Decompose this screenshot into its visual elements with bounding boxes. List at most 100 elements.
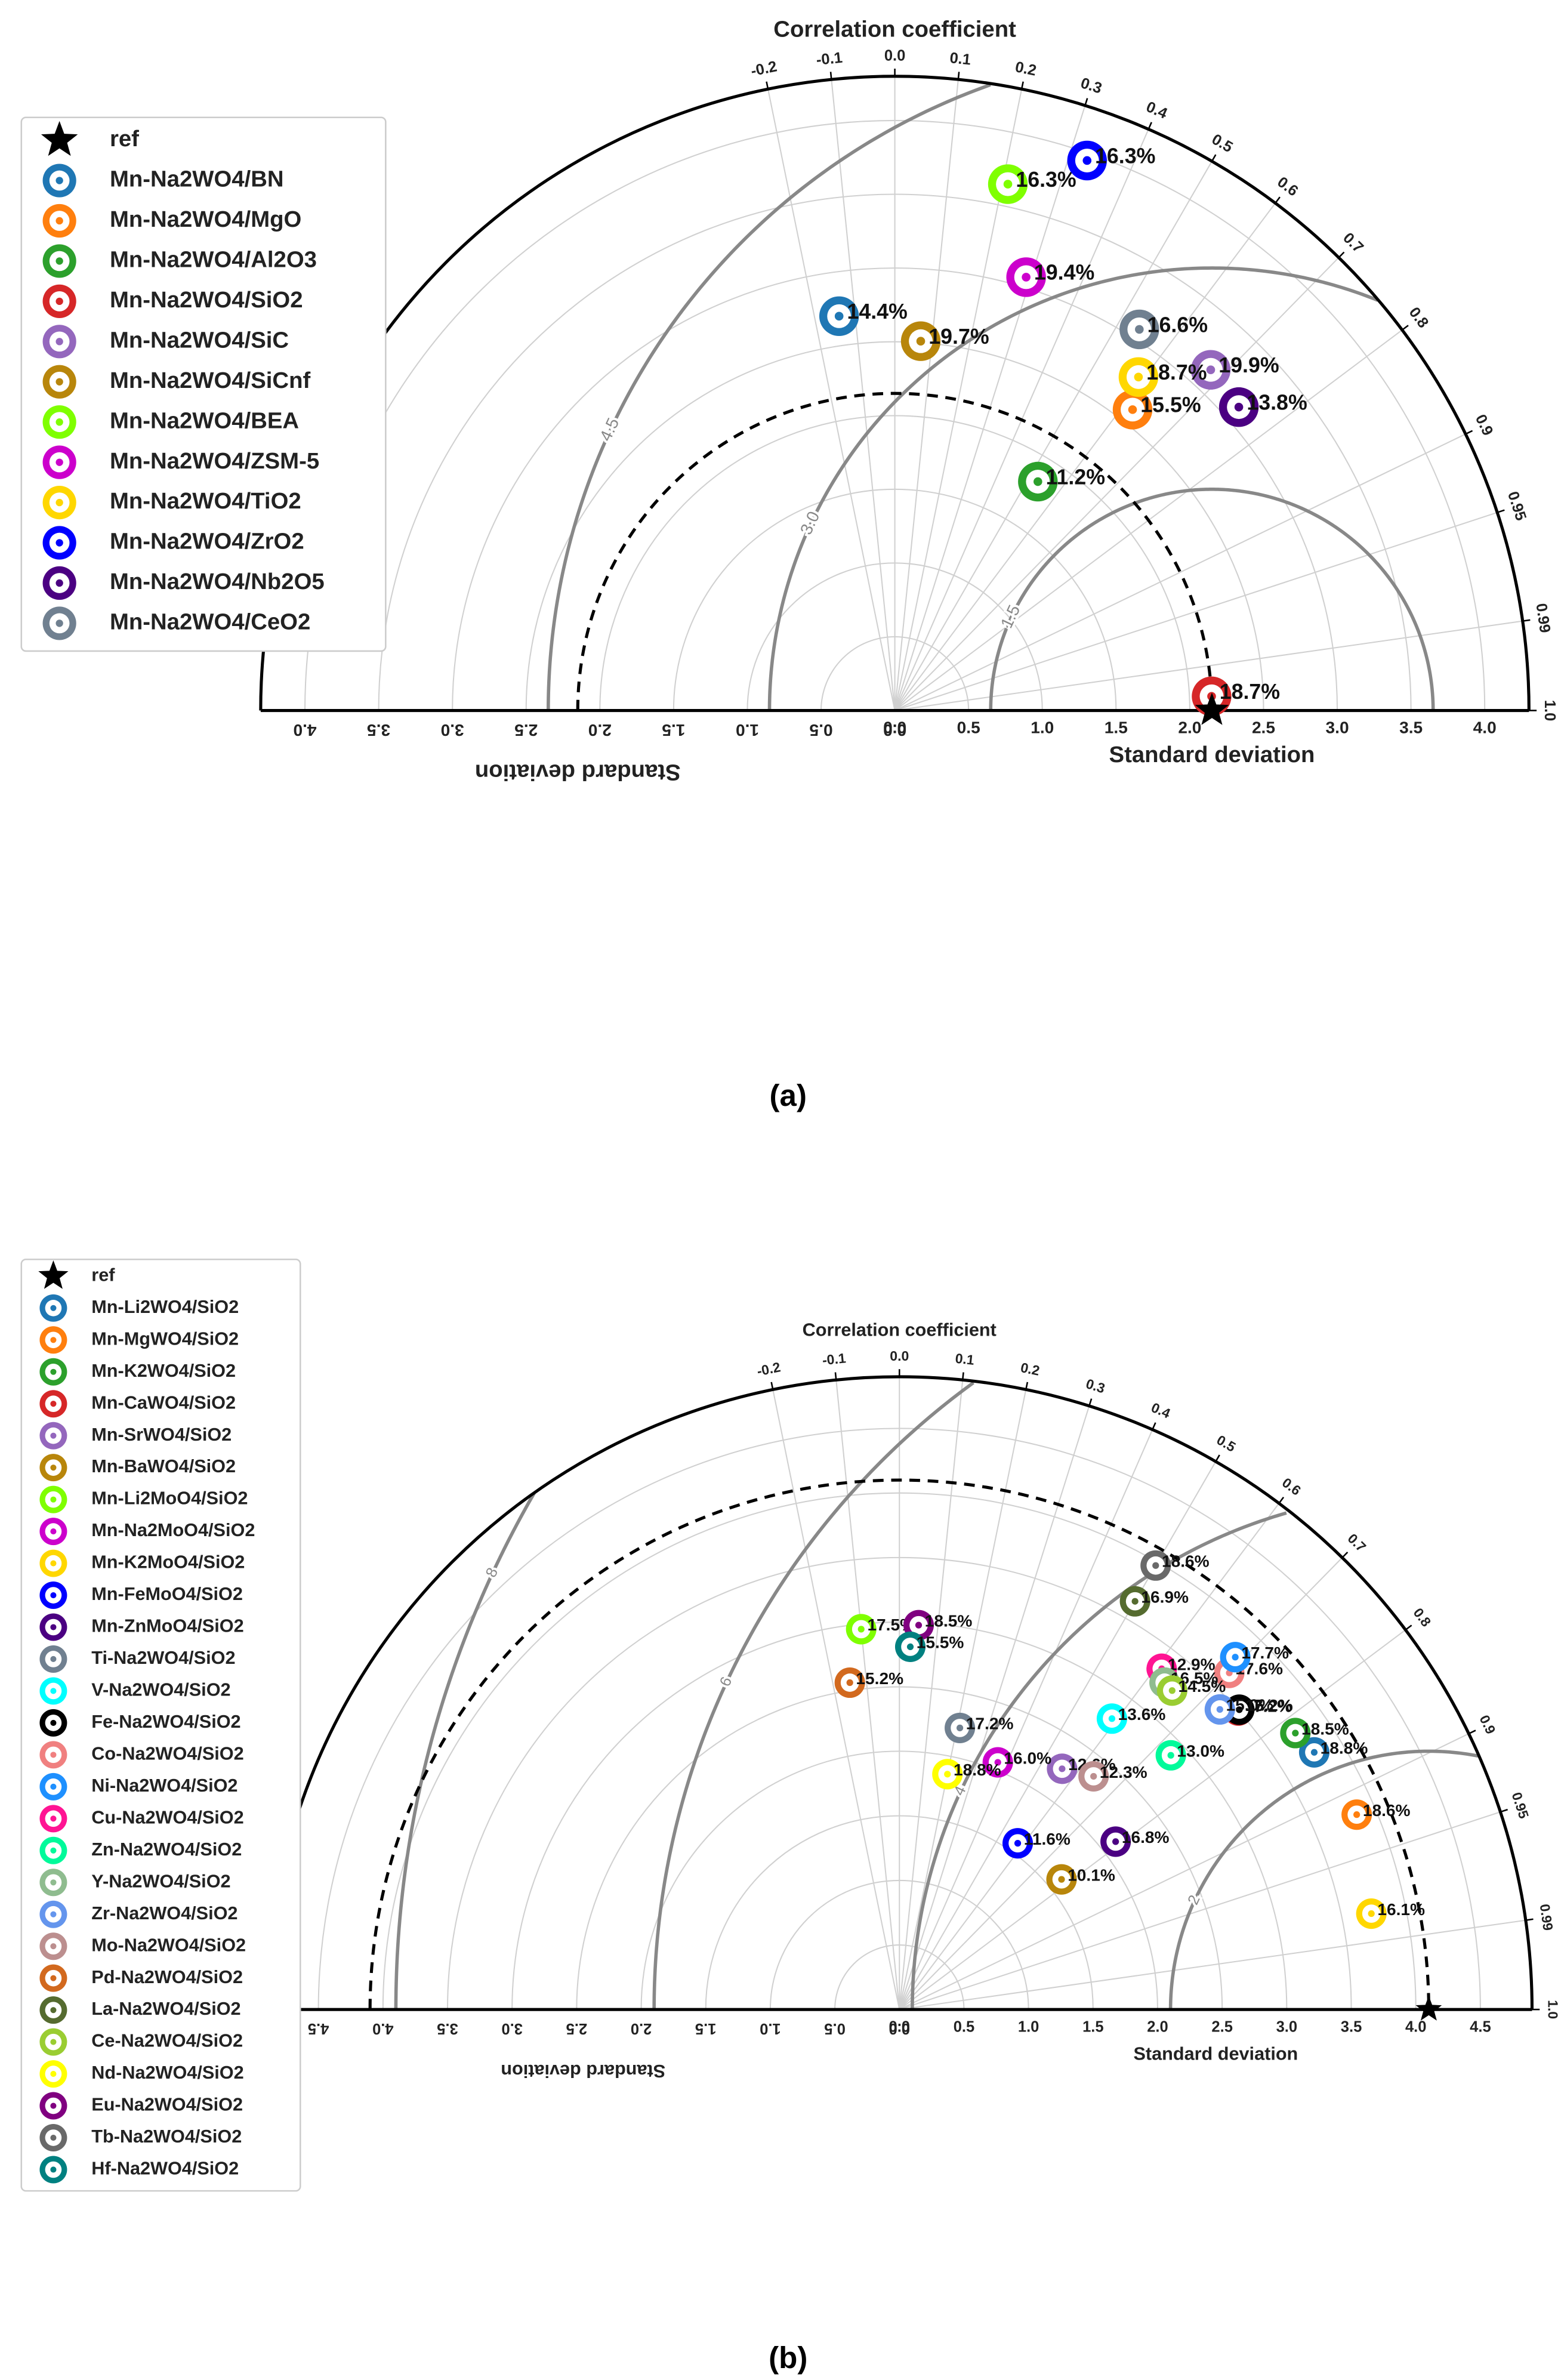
legend-marker (39, 1518, 67, 1546)
legend-marker (39, 1772, 67, 1801)
data-label: 19.4% (1034, 261, 1094, 285)
marker-dot (50, 1305, 57, 1311)
data-point (1112, 390, 1153, 430)
corr-tick-label: 1.0 (1545, 2000, 1561, 2019)
marker-dot (857, 1626, 865, 1633)
legend-marker (39, 1613, 67, 1641)
legend-star (38, 1260, 69, 1289)
legend-label: Ti-Na2WO4/SiO2 (91, 1648, 235, 1668)
marker-dot (50, 1783, 57, 1790)
legend-label: Mn-Na2WO4/SiO2 (110, 287, 303, 313)
rms-contour (394, 1492, 536, 2010)
ref-marker (1195, 692, 1229, 725)
legend-marker (42, 204, 76, 238)
corr-tick-label: 0.99 (1537, 1903, 1556, 1932)
marker-dot (1003, 180, 1013, 189)
legend-label: Mn-ZnMoO4/SiO2 (91, 1616, 243, 1636)
legend-label: Eu-Na2WO4/SiO2 (91, 2095, 243, 2115)
corr-grid-line (899, 1557, 1343, 2010)
std-tick-label: 1.0 (1018, 2019, 1039, 2036)
data-point (1204, 1694, 1235, 1725)
legend-label: Mo-Na2WO4/SiO2 (91, 1935, 246, 1955)
rms-contour (652, 1381, 974, 2010)
corr-tick-label: -0.2 (755, 1359, 782, 1379)
corr-tick-label: 0.3 (1084, 1376, 1107, 1396)
legend-label: Mn-SrWO4/SiO2 (91, 1425, 232, 1445)
corr-tick-label: 0.2 (1019, 1359, 1041, 1379)
corr-tick-label: 0.3 (1079, 75, 1104, 97)
std-tick-label: 3.0 (1276, 2019, 1298, 2036)
legend-marker (39, 2092, 67, 2120)
marker-dot (956, 1724, 964, 1732)
legend-marker (39, 2124, 67, 2152)
corr-grid-line (899, 1919, 1526, 2011)
legend-label: Y-Na2WO4/SiO2 (91, 1871, 230, 1891)
legend-label: Mn-K2MoO4/SiO2 (91, 1552, 245, 1573)
data-label: 13.6% (1118, 1705, 1166, 1724)
chart-title: Correlation coefficient (773, 16, 1016, 42)
rms-contour (546, 83, 991, 711)
marker-dot (1082, 156, 1092, 165)
data-label: 16.9% (1141, 1588, 1189, 1607)
corr-tick-label: 0.95 (1504, 489, 1529, 523)
std-tick-label: 1.5 (1105, 719, 1128, 737)
data-point (988, 164, 1028, 204)
data-label: 16.0% (1004, 1749, 1051, 1767)
marker-dot (906, 1643, 914, 1651)
legend-marker (39, 1932, 67, 1960)
data-label: 18.7% (1146, 360, 1207, 384)
marker-dot (1131, 1598, 1139, 1605)
legend-label: Tb-Na2WO4/SiO2 (91, 2126, 242, 2147)
std-tick-label-mirrored: 2.0 (588, 721, 612, 739)
legend-marker (39, 1964, 67, 1992)
data-label: 16.3% (1016, 168, 1076, 192)
data-label: 18.8% (954, 1761, 1001, 1779)
legend-label: Ce-Na2WO4/SiO2 (91, 2031, 243, 2051)
marker-dot (1216, 1706, 1223, 1713)
data-label: 17.7% (1241, 1644, 1289, 1662)
legend-marker (39, 1677, 67, 1705)
legend-label: Mn-Na2WO4/CeO2 (110, 609, 310, 635)
std-tick-label-mirrored: 4.5 (308, 2020, 329, 2037)
data-point (1002, 1828, 1034, 1859)
data-point (1298, 1737, 1329, 1768)
data-point (982, 1747, 1013, 1778)
x-axis-label: Standard deviation (1133, 2044, 1298, 2064)
marker-dot (50, 1719, 57, 1726)
marker-dot (50, 1975, 57, 1981)
data-point (1218, 387, 1259, 427)
data-point (1156, 1675, 1187, 1706)
data-point (1220, 1642, 1251, 1673)
marker-dot (50, 1432, 57, 1439)
legend-label: Ni-Na2WO4/SiO2 (91, 1775, 237, 1796)
legend-label: Co-Na2WO4/SiO2 (91, 1743, 243, 1764)
data-label: 16.8% (1122, 1828, 1170, 1846)
legend-marker (39, 1836, 67, 1864)
std-tick-label: 1.0 (1031, 719, 1054, 737)
marker-dot (50, 1752, 57, 1758)
marker-dot (50, 1943, 57, 1950)
marker-dot (1022, 273, 1031, 282)
data-label: 18.5% (925, 1611, 973, 1630)
marker-dot (50, 1592, 57, 1599)
marker-dot (944, 1771, 951, 1778)
corr-tick-label: 0.1 (949, 50, 971, 68)
std-tick-label: 3.5 (1399, 719, 1423, 737)
corr-tick-label: 0.4 (1149, 1399, 1173, 1422)
data-label: 19.9% (1218, 353, 1279, 377)
corr-tick-label: 0.9 (1476, 1713, 1498, 1737)
data-point (932, 1759, 963, 1790)
legend-marker (42, 405, 76, 439)
marker-dot (846, 1679, 853, 1687)
caption: (b) (769, 2341, 807, 2375)
std-tick-label-mirrored: 1.5 (695, 2020, 717, 2037)
chart-title: Correlation coefficient (803, 1320, 997, 1340)
marker-dot (50, 2007, 57, 2014)
legend-marker (39, 1900, 67, 1928)
data-point (1119, 309, 1159, 350)
data-point (1280, 1718, 1311, 1749)
corr-grid-line (894, 620, 1523, 711)
std-tick-label-mirrored: 0.5 (824, 2020, 845, 2037)
corr-tick-label: 0.2 (1014, 58, 1038, 79)
